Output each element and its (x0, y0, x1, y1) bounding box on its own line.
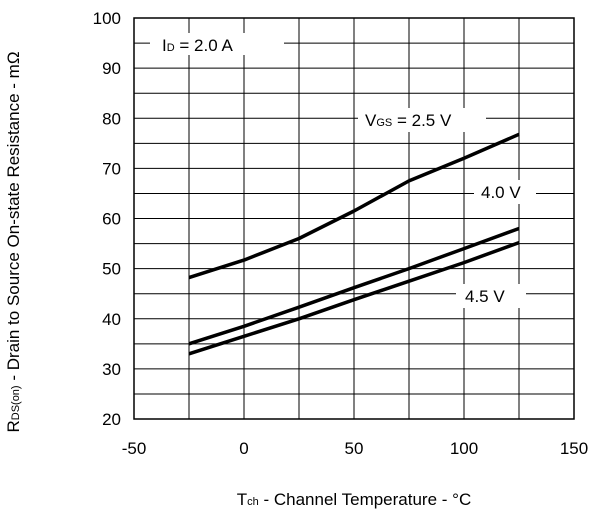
x-tick-label: 0 (239, 439, 248, 458)
id-label-bg (150, 33, 284, 55)
y-tick-label: 70 (102, 159, 121, 178)
series-line-2 (188, 240, 520, 356)
x-tick-label: 50 (345, 439, 364, 458)
x-tick-label: 150 (560, 439, 588, 458)
y-tick-label: 60 (102, 210, 121, 229)
tick-labels: -50 0 50 100 150 20 30 40 50 60 70 80 90 100 (93, 9, 589, 458)
y-tick-label: 100 (93, 9, 121, 28)
y-tick-label: 80 (102, 109, 121, 128)
y-tick-label: 30 (102, 360, 121, 379)
vgs-45-label-bg (456, 284, 526, 308)
series-label-vgs-2-5: VGS = 2.5 V (365, 111, 452, 130)
y-tick-label: 50 (102, 260, 121, 279)
y-tick-label: 20 (102, 410, 121, 429)
series-lines (188, 132, 520, 356)
grid (133, 17, 575, 420)
series-line-1 (188, 226, 520, 346)
vgs-40-label-bg (474, 180, 536, 204)
x-tick-label: 100 (450, 439, 478, 458)
annotations: ID = 2.0 A VGS = 2.5 V 4.0 V 4.5 V (150, 33, 536, 308)
y-tick-label: 40 (102, 310, 121, 329)
plot-frame (133, 17, 575, 420)
series-label-vgs-4-5: 4.5 V (465, 287, 505, 306)
id-condition-label: ID = 2.0 A (162, 36, 233, 55)
series-label-vgs-4-0: 4.0 V (481, 183, 521, 202)
y-axis-label: RDS(on) - Drain to Source On-state Resis… (4, 51, 23, 432)
y-tick-label: 90 (102, 59, 121, 78)
vgs-25-label-bg (358, 108, 486, 132)
x-tick-label: -50 (122, 439, 147, 458)
series-line-0 (188, 132, 520, 280)
x-axis-label: Tch - Channel Temperature - °C (237, 490, 471, 509)
